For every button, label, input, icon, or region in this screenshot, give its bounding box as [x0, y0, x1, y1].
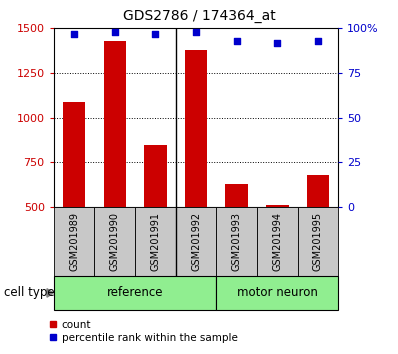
Text: motor neuron: motor neuron — [237, 286, 318, 299]
Point — [111, 29, 118, 35]
Bar — [54, 207, 94, 276]
Bar — [144, 144, 166, 207]
Text: GDS2786 / 174364_at: GDS2786 / 174364_at — [123, 9, 275, 23]
Text: GSM201991: GSM201991 — [150, 212, 160, 271]
Bar — [226, 184, 248, 207]
Text: cell type: cell type — [4, 286, 55, 299]
Text: GSM201992: GSM201992 — [191, 212, 201, 271]
Point — [315, 38, 321, 44]
Text: reference: reference — [107, 286, 163, 299]
Text: GSM201989: GSM201989 — [69, 212, 79, 271]
Point — [71, 31, 77, 36]
Bar — [217, 276, 338, 310]
Bar — [298, 207, 338, 276]
Point — [152, 31, 158, 36]
Point — [193, 29, 199, 35]
Bar — [176, 207, 217, 276]
Point — [274, 40, 281, 45]
Text: GSM201995: GSM201995 — [313, 212, 323, 271]
Bar — [54, 276, 217, 310]
Bar — [135, 207, 176, 276]
Bar — [94, 207, 135, 276]
Polygon shape — [47, 289, 53, 297]
Text: GSM201993: GSM201993 — [232, 212, 242, 271]
Legend: count, percentile rank within the sample: count, percentile rank within the sample — [45, 315, 242, 347]
Bar — [185, 50, 207, 207]
Text: GSM201994: GSM201994 — [272, 212, 282, 271]
Bar — [63, 102, 85, 207]
Text: GSM201990: GSM201990 — [110, 212, 120, 271]
Bar — [266, 205, 289, 207]
Bar — [103, 41, 126, 207]
Bar — [217, 207, 257, 276]
Bar — [257, 207, 298, 276]
Bar — [307, 175, 329, 207]
Point — [234, 38, 240, 44]
